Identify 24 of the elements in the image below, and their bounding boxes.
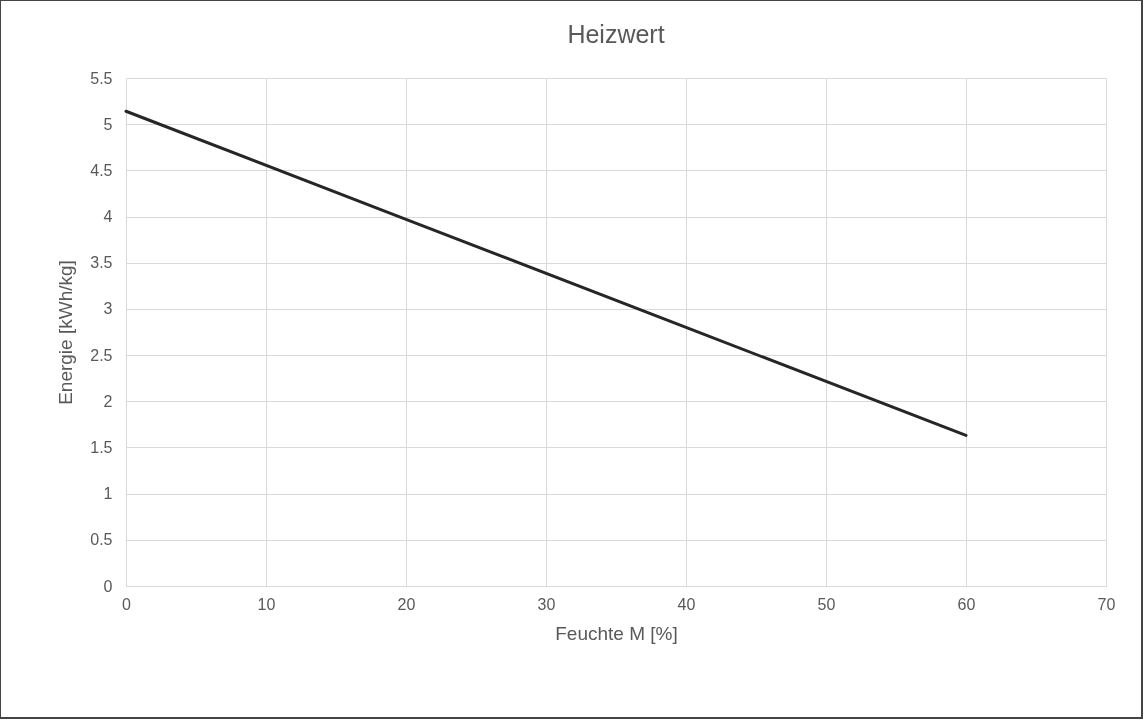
chart-title: Heizwert bbox=[567, 20, 665, 48]
y-tick-label: 5 bbox=[103, 115, 113, 133]
y-tick-label: 3.5 bbox=[90, 254, 113, 272]
y-tick-label: 4 bbox=[103, 208, 113, 226]
y-tick-label: 0 bbox=[103, 577, 113, 595]
line-series bbox=[124, 109, 968, 437]
y-tick-label: 1.5 bbox=[90, 438, 113, 456]
y-tick-label: 1 bbox=[103, 485, 113, 503]
y-tick-label: 2.5 bbox=[90, 346, 113, 364]
y-tick-label: 5.5 bbox=[90, 69, 113, 87]
y-tick-label: 3 bbox=[103, 300, 113, 318]
x-axis-title: Feuchte M [%] bbox=[555, 622, 678, 644]
x-tick-label: 60 bbox=[957, 595, 976, 613]
x-tick-label: 0 bbox=[122, 595, 132, 613]
x-tick-label: 70 bbox=[1097, 595, 1116, 613]
x-tick-label: 50 bbox=[817, 595, 836, 613]
y-tick-label: 2 bbox=[103, 392, 113, 410]
x-tick-label: 30 bbox=[537, 595, 556, 613]
x-tick-label: 20 bbox=[397, 595, 416, 613]
y-tick-label: 0.5 bbox=[90, 531, 113, 549]
x-tick-label: 10 bbox=[257, 595, 276, 613]
y-tick-label: 4.5 bbox=[90, 161, 113, 179]
x-tick-label: 40 bbox=[677, 595, 696, 613]
y-axis-title: Energie [kWh/kg] bbox=[55, 260, 77, 405]
